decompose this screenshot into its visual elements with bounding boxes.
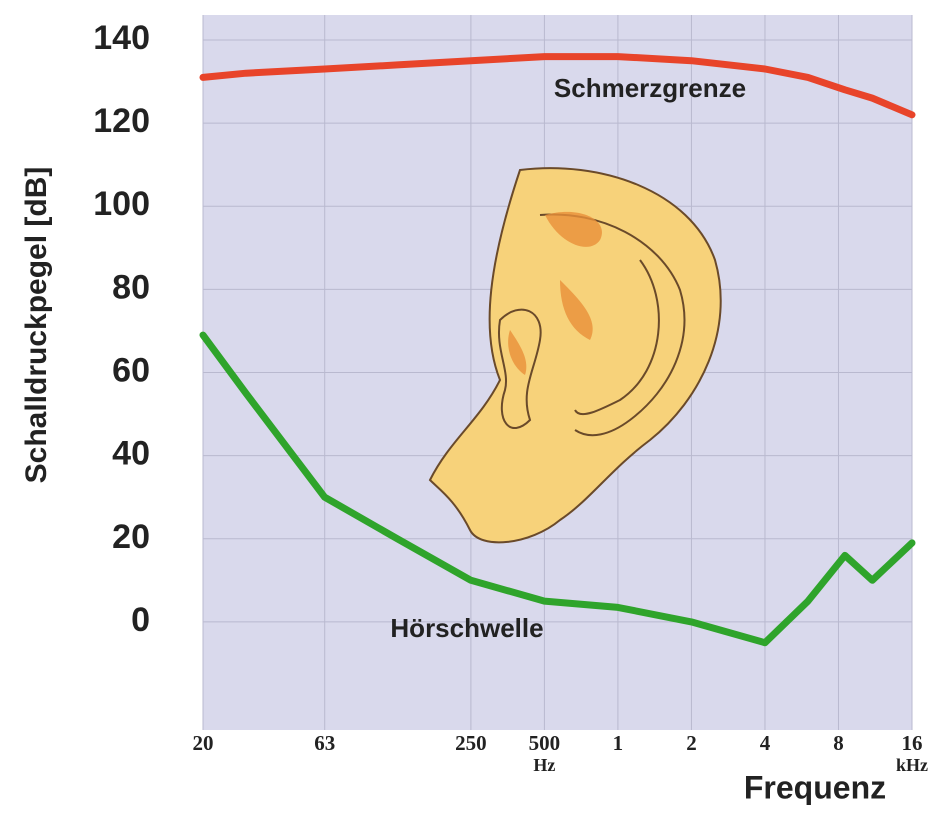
- series-line: [199, 331, 916, 647]
- y-tick-label: 0: [131, 601, 150, 639]
- y-tick-label: 120: [93, 102, 150, 140]
- y-tick-label: 140: [93, 19, 150, 57]
- x-tick-label: 8: [833, 731, 844, 755]
- x-tick-label: 63: [314, 731, 335, 755]
- x-tick-label: 250: [455, 731, 487, 755]
- x-tick-label: 4: [760, 731, 771, 755]
- x-tick-label: 16: [902, 731, 923, 755]
- y-tick-label: 100: [93, 185, 150, 223]
- y-axis-title: Schalldruckpegel [dB]: [20, 167, 53, 484]
- x-tick-label: 500: [529, 731, 561, 755]
- lines: [199, 53, 916, 647]
- x-tick-label: 20: [193, 731, 214, 755]
- x-unit-label: kHz: [896, 755, 928, 775]
- x-tick-label: 1: [613, 731, 624, 755]
- series-label: Hörschwelle: [390, 613, 543, 643]
- y-tick-label: 40: [112, 435, 150, 473]
- y-tick-label: 20: [112, 518, 150, 556]
- series-label: Schmerzgrenze: [554, 73, 746, 103]
- x-axis-title: Frequenz: [744, 769, 886, 805]
- y-tick-label: 80: [112, 268, 150, 306]
- x-unit-label: Hz: [533, 755, 555, 775]
- ear-illustration: [428, 167, 722, 544]
- x-tick-label: 2: [686, 731, 697, 755]
- y-tick-label: 60: [112, 351, 150, 389]
- series-line: [199, 53, 916, 119]
